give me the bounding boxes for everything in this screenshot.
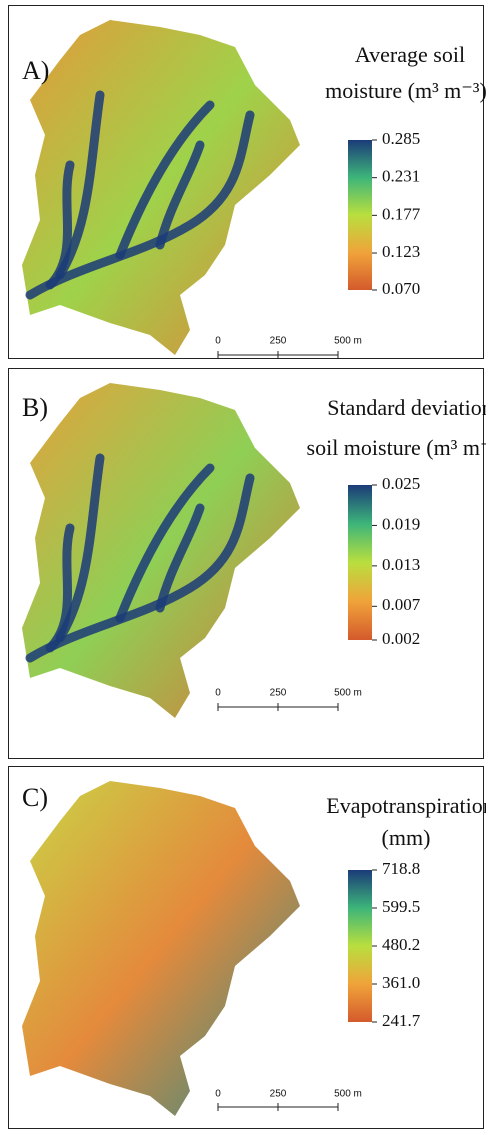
colorbar-label: 0.007 [382, 595, 421, 614]
stream [45, 160, 75, 290]
colorbar-label: 599.5 [382, 897, 420, 916]
scale-label: 0 [215, 688, 221, 699]
colorbar-label: 0.025 [382, 474, 420, 493]
panel-label: C) [22, 783, 48, 812]
scale-label: 250 [270, 336, 287, 347]
panel-title: Standard deviation [327, 395, 486, 420]
scale-label: 500 m [334, 688, 362, 699]
panel-label: B) [22, 393, 48, 422]
panel-frame [8, 766, 484, 1129]
stream [25, 473, 255, 663]
colorbar-label: 0.002 [382, 629, 420, 648]
colorbar-label: 361.0 [382, 973, 420, 992]
colorbar-label: 0.231 [382, 167, 420, 186]
panel-title: Evapotranspiration [326, 793, 486, 818]
scale-label: 250 [270, 688, 287, 699]
scale-label: 0 [215, 1089, 221, 1100]
panel-title: moisture (m³ m⁻³) [325, 78, 486, 103]
scale-label: 250 [270, 1089, 287, 1100]
colorbar-label: 241.7 [382, 1011, 421, 1030]
colorbar-label: 0.070 [382, 279, 420, 298]
colorbar-label: 718.8 [382, 859, 420, 878]
panel-title: soil moisture (m³ m⁻³) [307, 435, 486, 460]
panel-frame [8, 5, 484, 359]
panel: B) Standard deviation soil moisture (m³ m⁻… [8, 368, 486, 759]
stream [25, 110, 255, 300]
colorbar [348, 140, 372, 290]
scale-label: 500 m [334, 1089, 362, 1100]
colorbar-label: 0.013 [382, 555, 420, 574]
map [22, 383, 300, 718]
stream [155, 140, 205, 250]
stream [45, 523, 75, 653]
colorbar [348, 485, 372, 640]
map [22, 20, 300, 355]
panel: C) Evapotranspiration (mm) 718.8 599.5 480.2 3… [8, 766, 486, 1129]
panel-title: Average soil [355, 42, 465, 67]
map [22, 781, 300, 1116]
stream [155, 503, 205, 613]
stream [115, 463, 215, 623]
stream [115, 100, 215, 260]
colorbar-label: 480.2 [382, 935, 420, 954]
colorbar-label: 0.177 [382, 204, 421, 223]
catchment [22, 781, 300, 1116]
colorbar [348, 870, 372, 1022]
panel-frame [8, 368, 484, 759]
panel-label: A) [22, 56, 49, 85]
colorbar-label: 0.123 [382, 242, 420, 261]
scale-label: 0 [215, 336, 221, 347]
panel-title: (mm) [382, 825, 431, 850]
panel: A) Average soil moisture (m³ m⁻³) 0.285 0.23… [8, 5, 486, 359]
colorbar-label: 0.019 [382, 514, 420, 533]
colorbar-label: 0.285 [382, 129, 420, 148]
scale-label: 500 m [334, 336, 362, 347]
